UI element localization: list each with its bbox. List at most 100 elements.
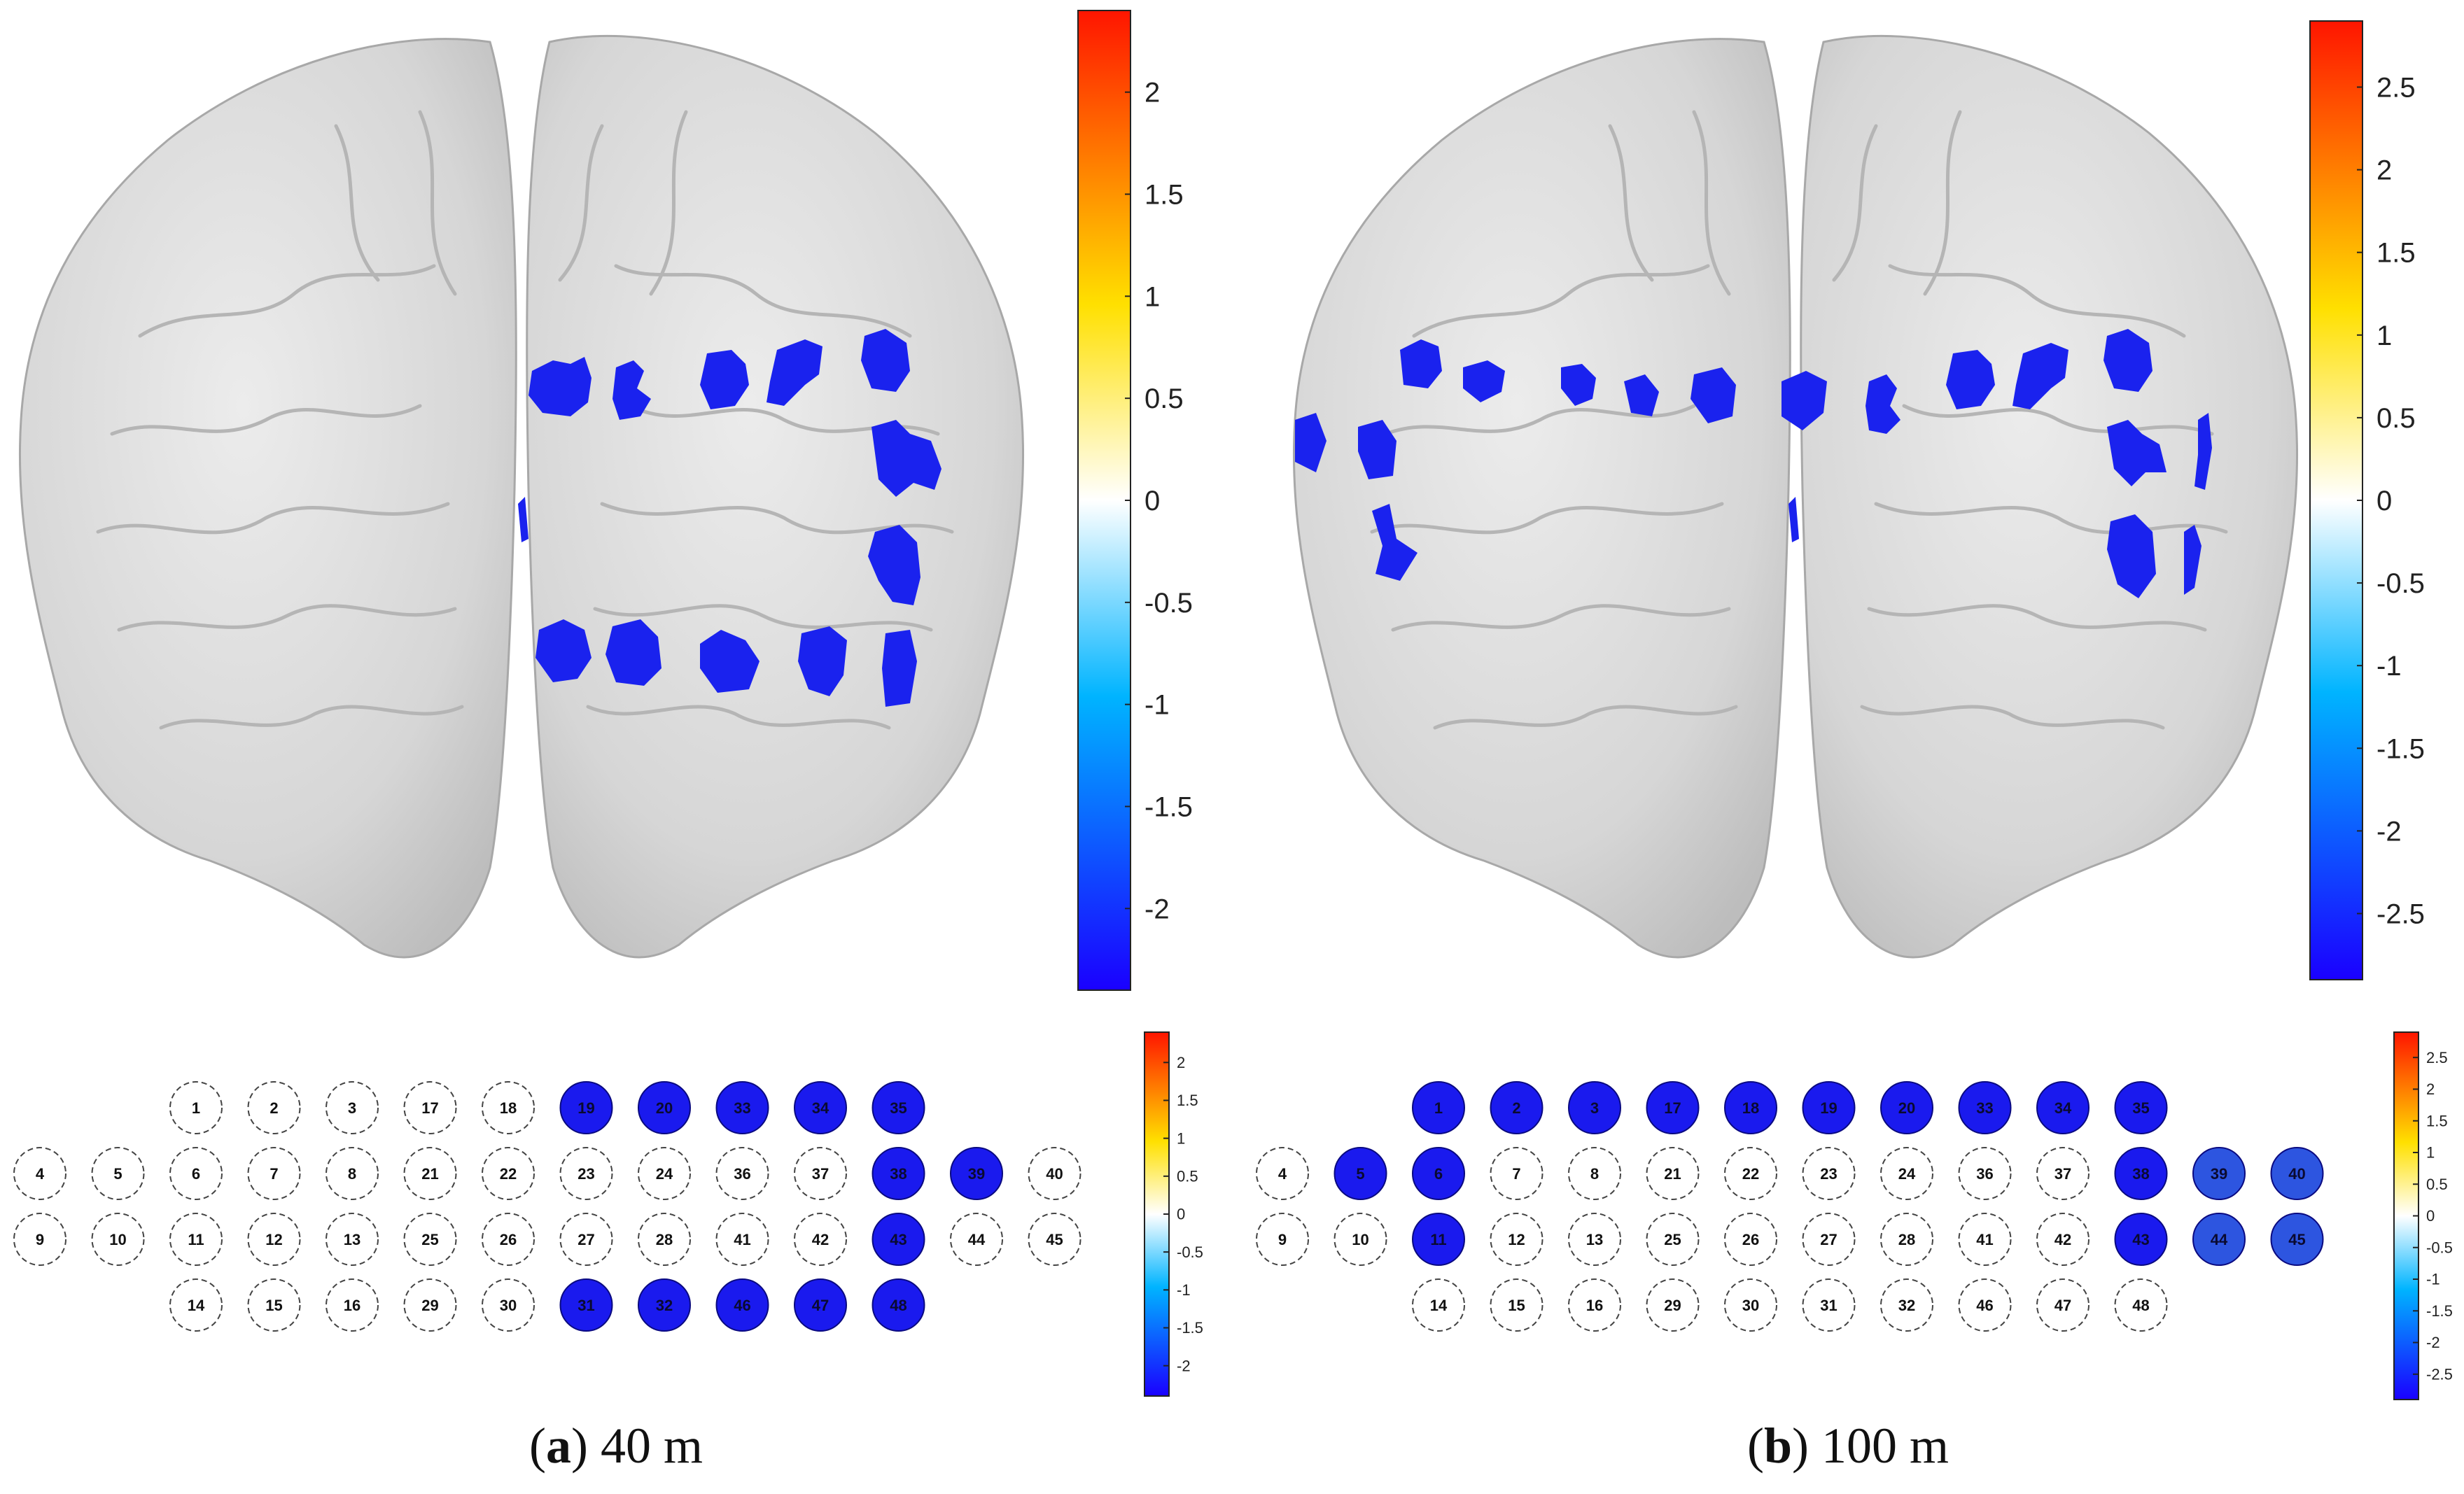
channel-label-30: 30 xyxy=(500,1297,517,1314)
channel-circle-42 xyxy=(2036,1213,2090,1266)
brain-left-hemisphere xyxy=(1292,38,1791,959)
channel-circle-32 xyxy=(1880,1278,1933,1332)
channel-label-23: 23 xyxy=(578,1165,594,1183)
small-colorbar-ticks: 2 1.5 1 0.5 0 -0.5 -1 -1.5 -2 xyxy=(1163,1054,1203,1374)
channel-circle-30 xyxy=(482,1278,535,1332)
small-colorbar-tick-label: 0 xyxy=(1177,1206,1185,1223)
channel-label-22: 22 xyxy=(500,1165,517,1183)
channel-label-6: 6 xyxy=(192,1165,200,1183)
small-colorbar-tick-label: -1 xyxy=(1177,1281,1191,1299)
main-colorbar-tick-label: -1 xyxy=(2376,651,2402,682)
channel-circle-26 xyxy=(1724,1213,1777,1266)
channel-label-40: 40 xyxy=(1046,1165,1063,1183)
channel-label-5: 5 xyxy=(113,1165,122,1183)
channel-circle-6 xyxy=(1412,1147,1465,1200)
channel-circle-47 xyxy=(794,1278,847,1332)
main-colorbar-tick-label: 1 xyxy=(1144,281,1160,312)
main-colorbar-tick-label: -0.5 xyxy=(2376,568,2425,599)
channel-label-10: 10 xyxy=(109,1231,126,1248)
brain-left-hemisphere xyxy=(18,38,517,959)
channel-label-44: 44 xyxy=(968,1231,986,1248)
main-colorbar-tick-label: 1.5 xyxy=(2376,238,2416,269)
channel-label-9: 9 xyxy=(36,1231,44,1248)
channel-circle-19 xyxy=(559,1081,613,1134)
small-colorbar-tick-label: -0.5 xyxy=(2426,1239,2453,1256)
panel-a: 2 1.5 1 0.5 0 -0.5 -1 -1.5 -2 1 2 3 17 18 19 20 33 34 35 4… xyxy=(13,10,1203,1474)
channel-label-3: 3 xyxy=(1590,1099,1599,1117)
small-colorbar: 2.5 2 1.5 1 0.5 0 -0.5 -1 -1.5 -2 -2.5 xyxy=(2393,1031,2453,1400)
channel-circle-8 xyxy=(1568,1147,1621,1200)
channel-label-14: 14 xyxy=(1430,1297,1448,1314)
channel-circle-16 xyxy=(1568,1278,1621,1332)
channel-circle-37 xyxy=(794,1147,847,1200)
small-colorbar-tick-label: 1 xyxy=(1177,1129,1185,1147)
main-colorbar-tick-label: 1 xyxy=(2376,320,2392,351)
channel-circle-15 xyxy=(1490,1278,1544,1332)
channel-circle-4 xyxy=(1256,1147,1309,1200)
channel-label-47: 47 xyxy=(2054,1297,2071,1314)
channel-label-27: 27 xyxy=(1820,1231,1837,1248)
channel-label-16: 16 xyxy=(344,1297,360,1314)
small-colorbar-tick-label: -1.5 xyxy=(1177,1319,1203,1337)
channel-circle-30 xyxy=(1724,1278,1777,1332)
channel-circle-22 xyxy=(1724,1147,1777,1200)
main-colorbar: 2.5 2 1.5 1 0.5 0 -0.5 -1 -1.5 -2 -2.5 xyxy=(2309,20,2425,980)
main-colorbar-tick-label: 0.5 xyxy=(1144,383,1184,414)
channel-circle-12 xyxy=(1490,1213,1544,1266)
channel-circle-11 xyxy=(1412,1213,1465,1266)
channel-circle-27 xyxy=(559,1213,613,1266)
channel-circle-25 xyxy=(403,1213,457,1266)
channel-label-21: 21 xyxy=(421,1165,438,1183)
channel-label-33: 33 xyxy=(734,1099,750,1117)
panel-b-figure: 2.521.510.50-0.5-1-1.5-2-2.5 1 2 3 17 18 19 20… xyxy=(1256,20,2453,1400)
channel-label-33: 33 xyxy=(1976,1099,1993,1117)
channel-circle-42 xyxy=(794,1213,847,1266)
caption-text: 100 m xyxy=(1821,1418,1949,1474)
activation-blobs xyxy=(518,329,941,707)
channel-circle-41 xyxy=(1958,1213,2012,1266)
channel-label-45: 45 xyxy=(1046,1231,1063,1248)
channel-circle-19 xyxy=(1802,1081,1856,1134)
channel-circle-39 xyxy=(950,1147,1003,1200)
channel-circle-45 xyxy=(1028,1213,1082,1266)
channel-label-39: 39 xyxy=(2211,1165,2227,1183)
channel-label-26: 26 xyxy=(500,1231,517,1248)
channel-label-20: 20 xyxy=(1898,1099,1915,1117)
brain-right-hemisphere xyxy=(526,35,1025,959)
main-colorbar-gradient xyxy=(2309,20,2363,980)
small-colorbar-tick-label: 1.5 xyxy=(2426,1112,2448,1129)
small-colorbar-tick-label: 0.5 xyxy=(1177,1168,1198,1185)
channel-label-2: 2 xyxy=(1512,1099,1520,1117)
channel-label-25: 25 xyxy=(1664,1231,1681,1248)
channel-circle-36 xyxy=(715,1147,769,1200)
small-colorbar-tick-label: 2 xyxy=(2426,1080,2435,1098)
channel-circle-21 xyxy=(1646,1147,1700,1200)
channel-circle-24 xyxy=(638,1147,691,1200)
channel-circle-35 xyxy=(2114,1081,2168,1134)
small-colorbar-ticks: 2.5 2 1.5 1 0.5 0 -0.5 -1 -1.5 -2 -2.5 xyxy=(2413,1049,2453,1383)
channel-circle-3 xyxy=(1568,1081,1621,1134)
channel-label-37: 37 xyxy=(812,1165,829,1183)
channel-circle-40 xyxy=(2270,1147,2324,1200)
channel-label-22: 22 xyxy=(1742,1165,1759,1183)
main-colorbar-gradient xyxy=(1077,10,1131,991)
channel-label-46: 46 xyxy=(1976,1297,1993,1314)
channel-circle-14 xyxy=(1412,1278,1465,1332)
channel-circle-13 xyxy=(326,1213,379,1266)
channel-circle-44 xyxy=(2192,1213,2246,1266)
channel-circle-33 xyxy=(715,1081,769,1134)
channel-label-17: 17 xyxy=(1664,1099,1681,1117)
channel-label-35: 35 xyxy=(2132,1099,2149,1117)
channel-label-18: 18 xyxy=(1742,1099,1759,1117)
channel-label-1: 1 xyxy=(192,1099,200,1117)
main-colorbar-tick-label: 1.5 xyxy=(1144,180,1184,211)
channel-circle-9 xyxy=(13,1213,66,1266)
channel-circle-10 xyxy=(91,1213,145,1266)
small-colorbar-tick-label: -2 xyxy=(2426,1334,2440,1351)
panel-b-caption: (b) 100 m xyxy=(1746,1418,1949,1474)
channel-label-15: 15 xyxy=(1508,1297,1525,1314)
caption-letter: a xyxy=(545,1418,571,1474)
channel-label-11: 11 xyxy=(188,1231,204,1248)
channel-label-7: 7 xyxy=(270,1165,278,1183)
channel-label-32: 32 xyxy=(1898,1297,1915,1314)
